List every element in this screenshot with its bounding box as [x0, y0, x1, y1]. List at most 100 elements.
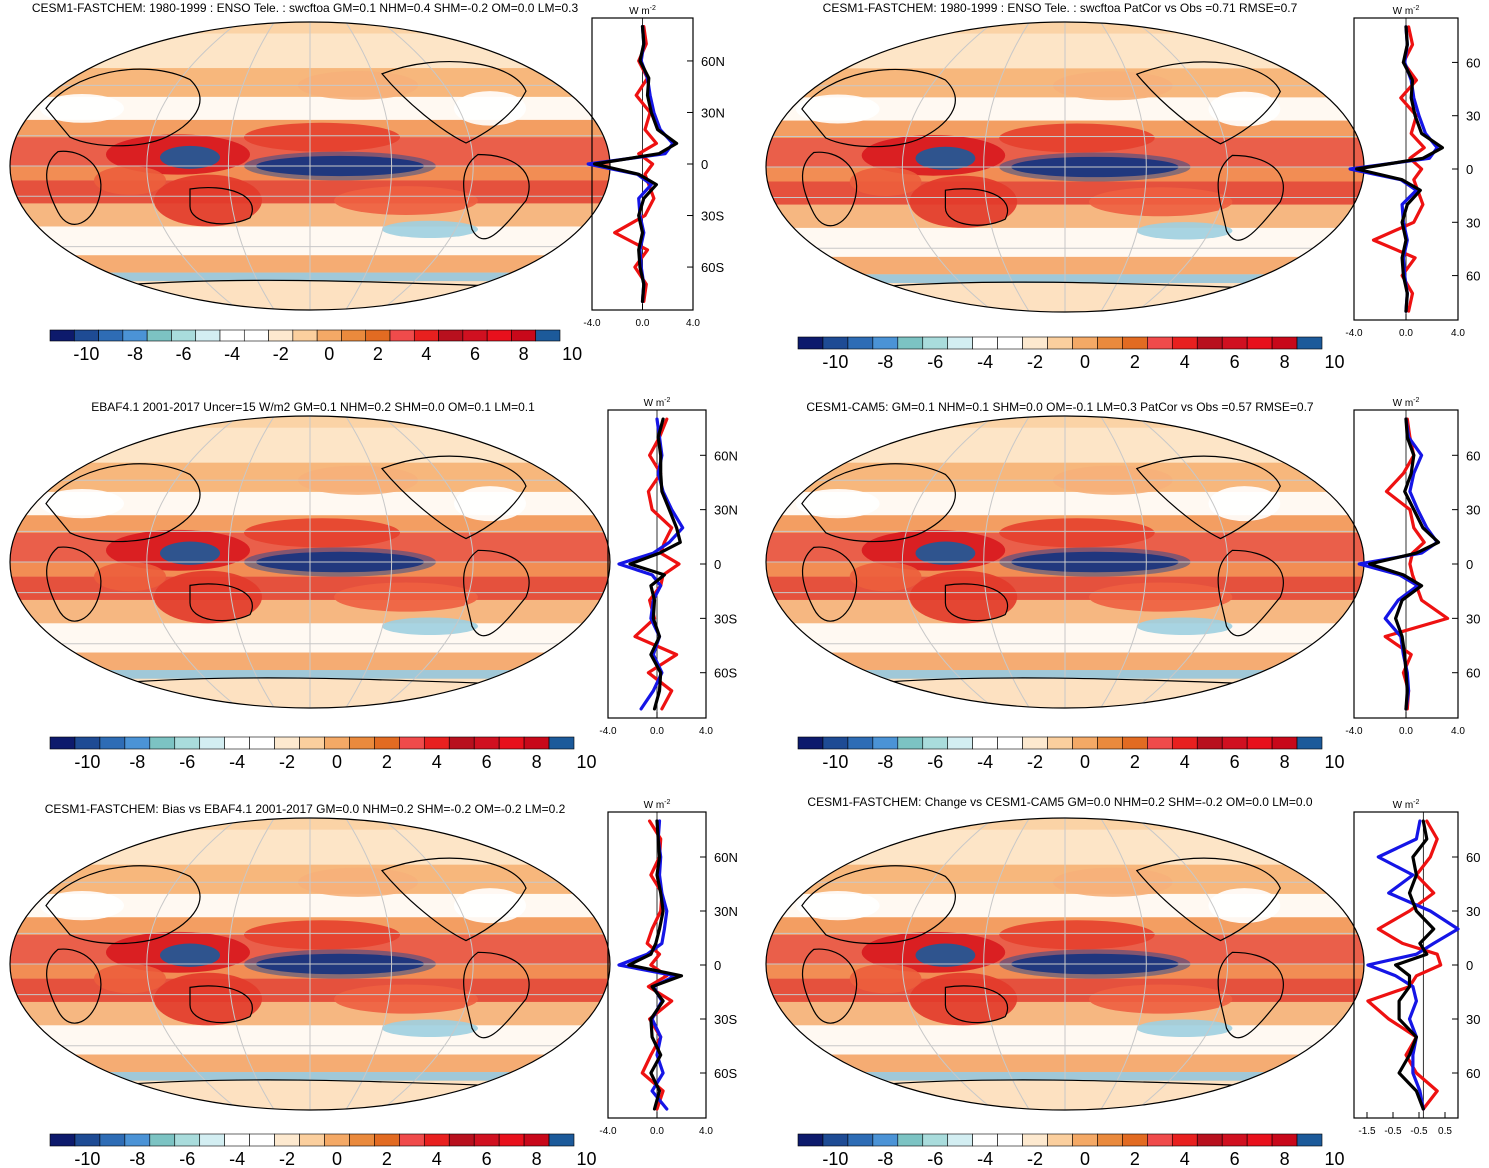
- colorbar-box: [268, 329, 294, 342]
- map-anomaly-blob: [40, 489, 124, 519]
- map-anomaly-blob: [40, 94, 124, 123]
- colorbar-tick-label: 8: [519, 344, 529, 364]
- map-meridian: [345, 22, 393, 310]
- colorbar-tick-label: 0: [332, 1149, 342, 1168]
- zonal-profile-1: W m-2 60N 30N 0 30S 60S -4.0 0.0 4.0: [583, 5, 724, 329]
- profile-x-label: 0.0: [636, 318, 650, 329]
- map-anomaly-blob: [334, 984, 478, 1014]
- colorbar-tick-label: 0: [1080, 352, 1090, 372]
- colorbar-box: [1047, 1133, 1073, 1147]
- map-field: [10, 22, 610, 310]
- colorbar-tick-label: 10: [1324, 1149, 1344, 1168]
- map-border: [765, 817, 1365, 1111]
- colorbar-box: [1196, 336, 1223, 350]
- continent-outline: [46, 546, 102, 622]
- profile-line-black: [1367, 417, 1441, 711]
- profile-x-label: 0.0: [650, 1126, 664, 1137]
- continent-outline: [99, 1079, 521, 1088]
- colorbar-box: [972, 336, 998, 350]
- map-anomaly-blob: [1136, 617, 1233, 635]
- continent-outline: [1135, 61, 1281, 145]
- colorbar-tick-label: 4: [1180, 352, 1190, 372]
- profile-x-label: 4.0: [1451, 328, 1465, 339]
- colorbar-box: [1171, 336, 1198, 350]
- colorbar-box: [389, 329, 415, 342]
- colorbar-tick-label: -4: [977, 1149, 993, 1168]
- colorbar-box: [947, 336, 973, 350]
- colorbar-4: -10 -8 -6 -4 -2 0 2 4 6 8 10: [797, 736, 1344, 772]
- colorbar-tick-label: -6: [927, 1149, 943, 1168]
- profile-lat-label: 60N: [701, 54, 725, 69]
- map-meridian: [1135, 22, 1228, 312]
- profile-lat-label: 60: [1466, 55, 1480, 70]
- map-anomaly-blob: [454, 91, 526, 126]
- profile-line-black: [592, 25, 679, 303]
- profile-lat-label: 30S: [714, 1012, 737, 1027]
- colorbar-box: [99, 1133, 126, 1147]
- map-panel-4: [765, 415, 1365, 709]
- colorbar-5: -10 -8 -6 -4 -2 0 2 4 6 8 10: [49, 1133, 596, 1168]
- colorbar-box: [1271, 736, 1298, 750]
- colorbar-tick-label: -4: [977, 352, 993, 372]
- colorbar-box: [49, 736, 76, 750]
- profile-lat-label: 60N: [714, 448, 738, 463]
- colorbar-tick-label: 6: [1230, 1149, 1240, 1168]
- profile-lat-label: 0: [1466, 162, 1473, 177]
- colorbar-tick-label: 0: [332, 752, 342, 772]
- colorbar-box: [486, 329, 512, 342]
- colorbar-box: [1246, 336, 1273, 350]
- colorbar-box: [374, 1133, 400, 1147]
- map-anomaly-blob: [382, 220, 478, 238]
- map-border: [9, 817, 611, 1111]
- zonal-profile-3: W m-2 60N 30N 0 30S 60S -4.0 0.0 4.0: [599, 397, 737, 737]
- profile-x-label: 0.0: [1399, 726, 1413, 737]
- colorbar-box: [872, 336, 899, 350]
- colorbar-box: [219, 329, 245, 342]
- colorbar-box: [249, 736, 275, 750]
- colorbar-tick-label: -8: [877, 352, 893, 372]
- colorbar-tick-label: 6: [482, 752, 492, 772]
- continent-outline: [463, 153, 530, 240]
- map-anomaly-blob: [909, 972, 1018, 1026]
- map-meridian: [146, 22, 239, 310]
- zonal-profile-6: W m-2 60 30 0 30 60 -1.5 -0.5 -0.5 0.5: [1353, 799, 1480, 1137]
- colorbar-box: [1147, 336, 1173, 350]
- profile-lat-label: 30: [1466, 215, 1480, 230]
- colorbar-tick-label: 4: [1180, 752, 1190, 772]
- map-anomaly-blob: [154, 972, 262, 1026]
- colorbar-box: [74, 1133, 101, 1147]
- colorbar-tick-label: 0: [1080, 752, 1090, 772]
- profile-unit-label: W m-2: [1393, 799, 1420, 811]
- continent-outline: [855, 677, 1275, 686]
- map-field: [10, 416, 610, 708]
- colorbar-box: [423, 736, 450, 750]
- profile-line-red: [613, 25, 659, 303]
- profile-x-label: -0.5: [1410, 1126, 1428, 1137]
- map-meridian: [381, 818, 474, 1110]
- colorbar-box: [199, 736, 225, 750]
- continent-outline: [99, 279, 521, 288]
- map-anomaly-blob: [999, 920, 1155, 950]
- colorbar-box: [498, 1133, 525, 1147]
- colorbar-tick-label: -2: [1027, 352, 1043, 372]
- colorbar-tick-label: 2: [382, 1149, 392, 1168]
- map-anomaly-blob: [154, 174, 262, 227]
- zonal-profile-2: W m-2 60 30 0 30 60 -4.0 0.0 4.0: [1345, 5, 1480, 339]
- colorbar-tick-label: -4: [229, 752, 245, 772]
- colorbar-tick-label: 10: [1324, 752, 1344, 772]
- map-panel-6: [765, 817, 1365, 1111]
- colorbar-box: [299, 736, 325, 750]
- zonal-profile-5: W m-2 60N 30N 0 30S 60S -4.0 0.0 4.0: [599, 799, 737, 1137]
- profile-line-red: [640, 819, 674, 1111]
- colorbar-tick-label: 10: [1324, 352, 1344, 372]
- colorbar-tick-label: 6: [1230, 752, 1240, 772]
- colorbar-box: [174, 736, 201, 750]
- profile-lat-label: 30N: [714, 904, 738, 919]
- colorbar-box: [1196, 1133, 1223, 1147]
- profile-lat-label: 30N: [714, 503, 738, 518]
- map-anomaly-blob: [244, 122, 400, 152]
- colorbar-box: [922, 1133, 949, 1147]
- colorbar-box: [797, 736, 824, 750]
- map-border: [9, 415, 611, 709]
